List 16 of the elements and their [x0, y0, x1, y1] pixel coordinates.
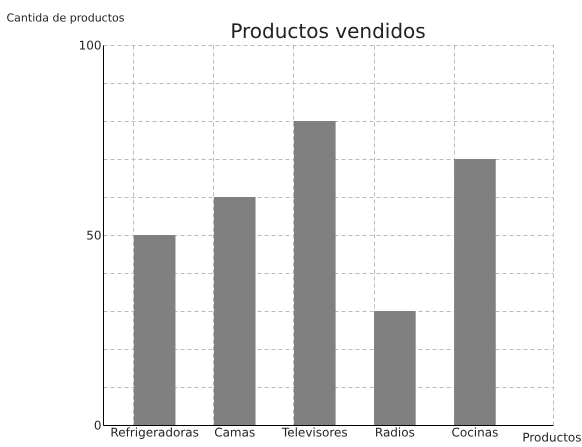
bar: [214, 197, 256, 425]
y-tick-label: 50: [86, 228, 102, 242]
x-tick-label: Refrigeradoras: [110, 426, 199, 440]
chart-title: Productos vendidos: [230, 19, 426, 43]
bar: [374, 311, 416, 425]
x-tick-label: Camas: [214, 426, 256, 440]
bar: [294, 121, 336, 425]
y-tick-label: 100: [78, 38, 102, 52]
y-axis-title: Cantida de productos: [6, 12, 125, 24]
bar: [134, 235, 176, 425]
bar: [454, 159, 496, 425]
x-tick-label: Cocinas: [451, 426, 498, 440]
x-axis-title: Productos: [522, 430, 582, 444]
x-tick-label: Radios: [374, 426, 415, 440]
y-tick-label: 0: [94, 418, 102, 432]
x-tick-label: Televisores: [280, 426, 348, 440]
